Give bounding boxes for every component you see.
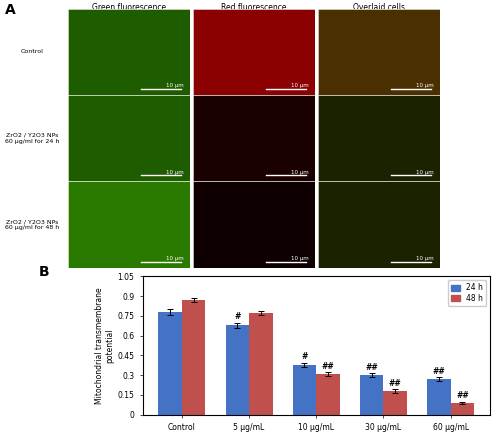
Text: ##: ## bbox=[322, 362, 334, 371]
Text: A: A bbox=[5, 3, 16, 17]
Bar bbox=[249, 313, 272, 415]
Bar bbox=[182, 300, 206, 415]
Bar bbox=[158, 312, 182, 415]
Bar bbox=[427, 379, 450, 415]
Bar bbox=[292, 365, 316, 415]
Text: ##: ## bbox=[366, 363, 378, 372]
Text: 10 μm: 10 μm bbox=[291, 83, 309, 88]
Text: 10 μm: 10 μm bbox=[291, 169, 309, 175]
Text: B: B bbox=[38, 265, 49, 280]
Bar bbox=[316, 374, 340, 415]
Text: 10 μm: 10 μm bbox=[166, 169, 184, 175]
Bar bbox=[226, 325, 249, 415]
Bar bbox=[360, 375, 384, 415]
Text: 10 μm: 10 μm bbox=[416, 83, 434, 88]
Bar bbox=[384, 391, 407, 415]
Bar bbox=[450, 403, 474, 415]
Text: Red fluorescence: Red fluorescence bbox=[221, 3, 286, 12]
Text: 10 μm: 10 μm bbox=[166, 83, 184, 88]
Text: 10 μm: 10 μm bbox=[291, 256, 309, 261]
Text: 10 μm: 10 μm bbox=[416, 169, 434, 175]
Y-axis label: Mitochondrial transmembrane
potential: Mitochondrial transmembrane potential bbox=[95, 287, 114, 404]
Text: ##: ## bbox=[432, 367, 446, 376]
Text: 10 μm: 10 μm bbox=[166, 256, 184, 261]
Text: ZrO2 / Y2O3 NPs
60 μg/ml for 24 h: ZrO2 / Y2O3 NPs 60 μg/ml for 24 h bbox=[6, 133, 60, 143]
Text: Control: Control bbox=[21, 49, 44, 54]
Text: ##: ## bbox=[389, 379, 402, 388]
Text: Green fluorescence: Green fluorescence bbox=[92, 3, 166, 12]
Text: #: # bbox=[234, 312, 240, 321]
Text: ZrO2 / Y2O3 NPs
60 μg/ml for 48 h: ZrO2 / Y2O3 NPs 60 μg/ml for 48 h bbox=[6, 219, 60, 230]
Text: Overlaid cells: Overlaid cells bbox=[353, 3, 405, 12]
Legend: 24 h, 48 h: 24 h, 48 h bbox=[448, 280, 486, 306]
Text: #: # bbox=[302, 353, 308, 362]
Text: ##: ## bbox=[456, 391, 469, 400]
Text: 10 μm: 10 μm bbox=[416, 256, 434, 261]
